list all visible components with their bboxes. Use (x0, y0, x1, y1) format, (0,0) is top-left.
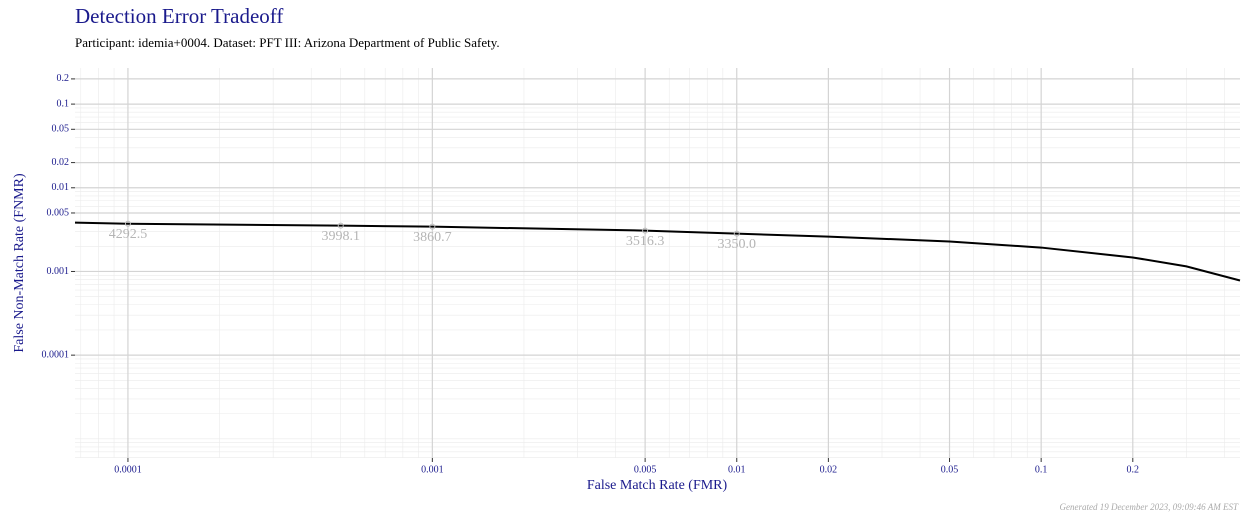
threshold-label: 3998.1 (321, 229, 360, 244)
x-tick-label: 0.1 (1035, 464, 1048, 475)
x-tick-label: 0.005 (634, 464, 657, 475)
threshold-marker (429, 223, 436, 230)
y-tick-label: 0.0001 (42, 349, 70, 360)
x-tick-label: 0.02 (820, 464, 838, 475)
y-axis-label: False Non-Match Rate (FNMR) (12, 173, 27, 353)
y-tick-label: 0.02 (52, 157, 70, 168)
y-tick-label: 0.1 (57, 98, 70, 109)
y-tick-label: 0.01 (52, 182, 70, 193)
x-tick-label: 0.0001 (114, 464, 142, 475)
threshold-marker (337, 222, 344, 229)
threshold-marker (642, 227, 649, 234)
y-tick-label: 0.001 (47, 266, 70, 277)
x-axis-label: False Match Rate (FMR) (587, 478, 728, 493)
x-tick-label: 0.001 (421, 464, 444, 475)
y-tick-label: 0.005 (47, 207, 70, 218)
threshold-label: 3860.7 (413, 230, 452, 245)
footer: Generated 19 December 2023, 09:09:46 AM … (1059, 502, 1239, 512)
chart-title: Detection Error Tradeoff (75, 4, 283, 28)
threshold-marker (124, 220, 131, 227)
chart-subtitle: Participant: idemia+0004. Dataset: PFT I… (75, 35, 500, 50)
det-curve (74, 221, 1241, 282)
threshold-label: 3516.3 (626, 234, 665, 249)
threshold-label: 4292.5 (109, 227, 148, 242)
y-tick-label: 0.2 (57, 73, 70, 84)
x-tick-label: 0.2 (1127, 464, 1140, 475)
threshold-marker (733, 230, 740, 237)
x-tick-label: 0.01 (728, 464, 746, 475)
threshold-label: 3350.0 (718, 237, 757, 252)
y-tick-label: 0.05 (52, 124, 70, 135)
x-tick-label: 0.05 (941, 464, 959, 475)
